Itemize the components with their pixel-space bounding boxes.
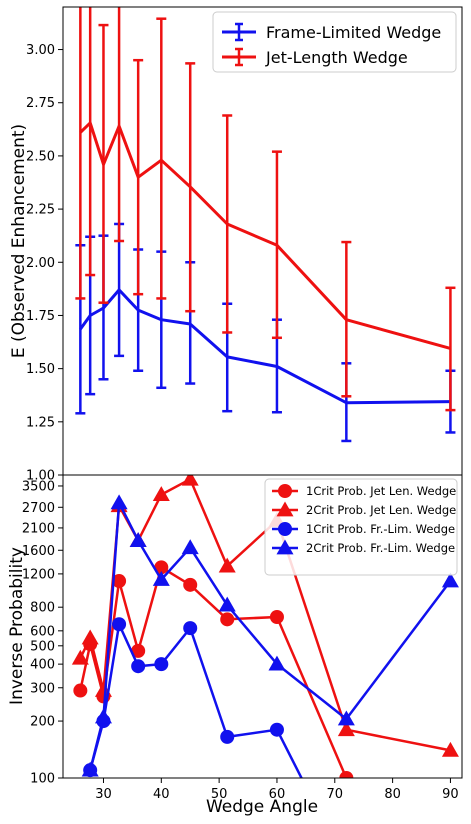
point-triangle — [110, 494, 128, 510]
top-y-tick-label: 3.00 — [26, 43, 55, 58]
point-triangle — [181, 475, 199, 486]
x-tick-label: 40 — [153, 787, 170, 802]
top-y-tick-label: 1.75 — [26, 309, 55, 324]
point-circle — [220, 729, 235, 744]
x-axis-label: Wedge Angle — [206, 797, 318, 817]
top-legend: Frame-Limited Wedge Jet-Length Wedge — [212, 11, 457, 73]
bottom-series-blue-circle — [83, 617, 313, 794]
top-y-tick-label: 2.25 — [26, 203, 55, 218]
bottom-y-axis-label: Inverse Probability — [7, 547, 27, 705]
point-triangle — [152, 486, 170, 501]
point-triangle — [129, 532, 147, 547]
point-triangle — [276, 539, 294, 555]
point-circle — [131, 643, 146, 658]
legend-label: 1Crit Prob. Fr.-Lim. Wedge — [306, 522, 455, 536]
series-line — [79, 288, 451, 405]
x-tick-label: 80 — [384, 787, 401, 802]
point-triangle — [71, 649, 89, 665]
bottom-y-tick-label: 2700 — [22, 501, 55, 516]
point-circle — [183, 621, 198, 636]
bottom-y-tick-label: 1600 — [22, 544, 55, 559]
legend-label: 2Crit Prob. Jet Len. Wedge — [306, 503, 456, 517]
bottom-series-red-circle — [73, 560, 354, 778]
legend-label: Jet-Length Wedge — [265, 48, 408, 67]
top-y-tick-label: 2.00 — [26, 256, 55, 271]
point-triangle — [441, 741, 459, 757]
point-circle — [278, 522, 292, 536]
point-triangle — [181, 539, 199, 555]
point-triangle — [337, 721, 355, 737]
point-circle — [73, 683, 88, 698]
top-series-blue — [75, 222, 456, 443]
series-line — [79, 566, 348, 778]
top-plot-area — [75, 7, 456, 443]
bottom-y-tick-label: 3500 — [22, 479, 55, 494]
top-y-axis-label: E (Observed Enhancement) — [9, 124, 29, 358]
point-circle — [112, 617, 127, 632]
bottom-y-tick-label: 600 — [30, 624, 55, 639]
legend-label: Frame-Limited Wedge — [266, 23, 441, 42]
point-triangle — [81, 761, 99, 777]
point-circle — [339, 771, 354, 778]
bottom-y-tick-label: 400 — [30, 658, 55, 673]
point-circle — [220, 612, 235, 627]
x-tick-label: 90 — [442, 787, 459, 802]
legend-box — [264, 478, 458, 576]
bottom-y-tick-label: 200 — [30, 715, 55, 730]
point-circle — [183, 577, 198, 592]
x-tick-label: 30 — [95, 787, 112, 802]
bottom-plot-area — [71, 475, 459, 794]
point-triangle — [152, 571, 170, 586]
point-circle — [131, 659, 146, 674]
point-triangle — [276, 501, 294, 517]
series-line — [88, 501, 452, 771]
bottom-y-tick-label: 100 — [30, 772, 55, 787]
x-tick-label: 50 — [211, 787, 228, 802]
bottom-y-tick-label: 1200 — [22, 567, 55, 582]
legend-box — [212, 11, 457, 73]
x-tick-label: 70 — [327, 787, 344, 802]
point-circle — [112, 574, 127, 589]
bottom-y-tick-label: 800 — [30, 601, 55, 616]
top-y-tick-label: 2.75 — [26, 96, 55, 111]
top-y-tick-label: 2.50 — [26, 149, 55, 164]
point-triangle — [441, 572, 459, 588]
top-series-red — [75, 7, 456, 412]
point-triangle — [218, 596, 236, 612]
top-y-tick-label: 1.50 — [26, 362, 55, 377]
point-triangle — [218, 557, 236, 573]
bottom-legend: 1Crit Prob. Jet Len. Wedge 2Crit Prob. Je… — [264, 478, 458, 576]
point-circle — [278, 484, 292, 498]
point-circle — [269, 610, 284, 625]
bottom-axes-frame — [62, 474, 463, 779]
top-axis-ticks: 1.00 1.25 1.50 1.75 2.00 2.25 2.50 2.75 3.00 — [26, 43, 63, 484]
point-triangle — [268, 655, 286, 671]
bottom-y-tick-label: 500 — [30, 639, 55, 654]
point-circle — [299, 780, 313, 794]
legend-label: 1Crit Prob. Jet Len. Wedge — [306, 484, 456, 498]
legend-label: 2Crit Prob. Fr.-Lim. Wedge — [306, 541, 455, 555]
series-line — [88, 623, 303, 778]
top-y-tick-label: 1.25 — [26, 415, 55, 430]
bottom-series-blue-triangle — [81, 494, 459, 777]
series-line — [79, 121, 451, 350]
point-circle — [269, 722, 284, 737]
point-circle — [154, 560, 169, 575]
x-tick-label: 60 — [269, 787, 286, 802]
point-circle — [154, 657, 169, 672]
point-triangle — [81, 629, 99, 645]
point-triangle — [94, 708, 112, 724]
top-y-tick-label: 1.00 — [26, 469, 55, 484]
point-triangle — [337, 710, 355, 726]
bottom-y-tick-label: 300 — [30, 681, 55, 696]
bottom-y-tick-label: 2100 — [22, 521, 55, 536]
